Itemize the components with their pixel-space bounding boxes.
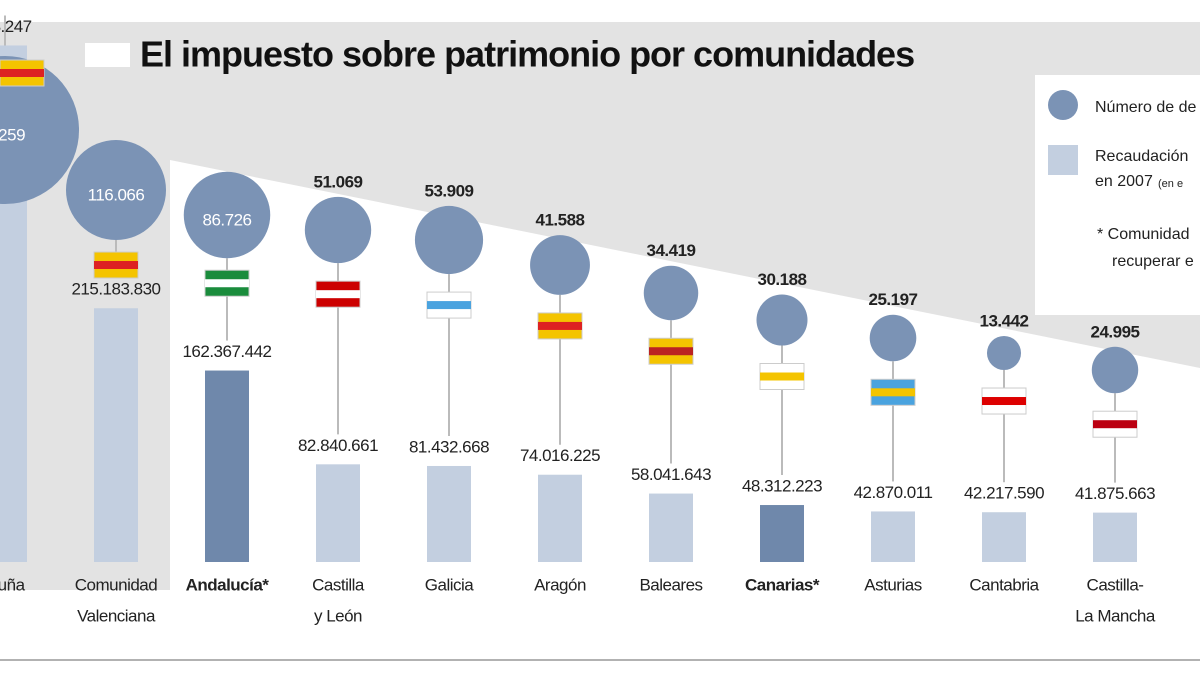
category-label: Castilla — [312, 575, 365, 594]
bubble — [183, 171, 271, 259]
flag — [871, 388, 915, 397]
bubble — [414, 205, 484, 275]
category-label: Cantabria — [969, 575, 1039, 594]
legend-label: Número de de — [1095, 99, 1196, 116]
bubble-value-label: 24.995 — [1091, 322, 1140, 341]
category-label: Comunidad — [75, 575, 157, 594]
category-label: Aragón — [534, 575, 586, 594]
category-label: Canarias* — [745, 575, 820, 594]
bar-value-label: 41.875.663 — [1075, 484, 1155, 503]
legend-bar — [1048, 145, 1078, 175]
bubble-value-label: 51.069 — [314, 172, 363, 191]
flag — [649, 347, 693, 356]
legend-bubble — [1048, 90, 1078, 120]
bar — [205, 370, 249, 562]
bubble-value-label: 34.419 — [647, 241, 696, 260]
bar-value-label: 81.432.668 — [409, 437, 489, 456]
bubble — [986, 335, 1022, 371]
category-label: La Mancha — [1075, 606, 1156, 625]
bar — [871, 511, 915, 562]
title-marker — [85, 43, 130, 67]
legend-note: * Comunidad — [1097, 226, 1190, 243]
bubble-value-label: 41.588 — [536, 211, 585, 230]
bar-value-label: 58.041.643 — [631, 465, 711, 484]
bar-value-label: 215.183.830 — [71, 280, 160, 299]
category-label: Baleares — [639, 575, 702, 594]
bar — [1093, 512, 1137, 562]
bar-value-label: 82.840.661 — [298, 436, 378, 455]
category-label: Asturias — [864, 575, 921, 594]
bubble-value-label: 25.197 — [869, 290, 918, 309]
flag — [1093, 420, 1137, 429]
bubble — [869, 314, 917, 362]
bar-value-label: 42.870.011 — [854, 483, 933, 502]
flag — [538, 321, 582, 330]
legend-label: Recaudación — [1095, 148, 1188, 165]
flag — [316, 290, 360, 299]
bar-value-label: .38.247 — [0, 17, 32, 36]
category-label: y León — [314, 606, 362, 625]
bubble-value-label: 116.066 — [88, 185, 145, 204]
bubble — [65, 139, 167, 241]
bar-value-label: 74.016.225 — [520, 446, 600, 465]
category-label: aluña — [0, 575, 26, 594]
bubble — [756, 294, 808, 346]
bar-value-label: 42.217.590 — [964, 484, 1044, 503]
flag — [0, 69, 44, 77]
bar-value-label: 162.367.442 — [182, 342, 271, 361]
bubble — [530, 235, 590, 295]
bubble — [643, 265, 699, 321]
bubble-value-label: 86.726 — [203, 210, 252, 229]
bubble-value-label: 30.188 — [758, 270, 807, 289]
category-label: Andalucía* — [186, 575, 270, 594]
flag — [427, 301, 471, 310]
category-label: Castilla- — [1087, 575, 1144, 594]
bubble — [304, 196, 372, 264]
bubble-value-label: 13.442 — [980, 311, 1029, 330]
category-label: Valenciana — [77, 606, 156, 625]
flag — [982, 397, 1026, 406]
bar — [316, 464, 360, 562]
bar — [427, 465, 471, 562]
bar — [538, 474, 582, 562]
bar — [760, 505, 804, 562]
bubble-value-label: 53.909 — [425, 181, 474, 200]
legend-note: (en e — [1158, 178, 1183, 190]
background-band — [0, 22, 1200, 590]
flag — [760, 372, 804, 381]
bar — [982, 512, 1026, 562]
bar — [649, 493, 693, 562]
flag — [94, 261, 138, 270]
flag — [205, 279, 249, 288]
legend-note: recuperar e — [1112, 253, 1194, 270]
category-label: Galicia — [425, 575, 475, 594]
bubble — [1091, 346, 1139, 394]
bar-value-label: 48.312.223 — [742, 477, 822, 496]
bubble-value-label: 4.259 — [0, 125, 25, 144]
bar — [94, 308, 138, 562]
marks: .38.247 4.259 aluña 215.183.830 116.066 Comun… — [0, 15, 1156, 625]
legend-note: en 2007 — [1095, 173, 1153, 190]
chart-title: El impuesto sobre patrimonio por comunid… — [140, 34, 914, 75]
bubble — [0, 55, 80, 205]
